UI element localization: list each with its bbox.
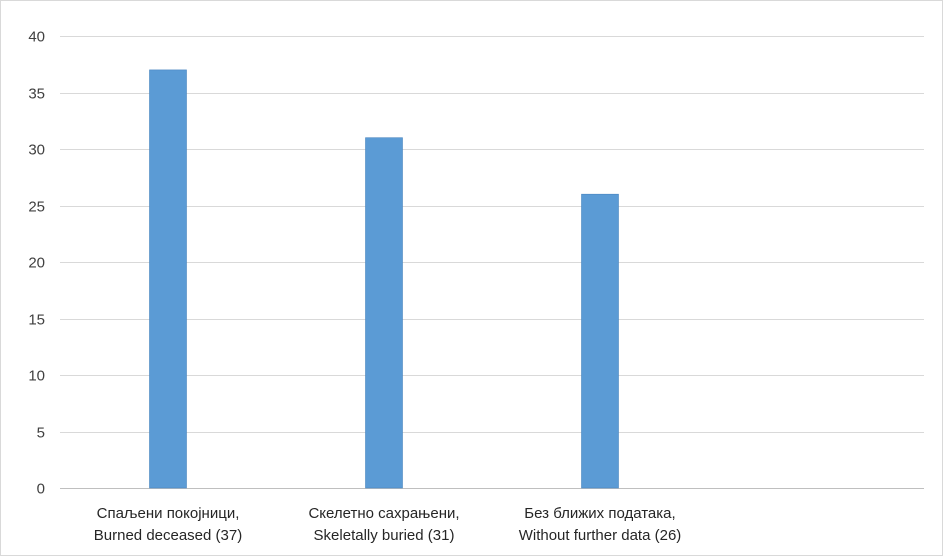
- y-tick-label: 40: [28, 29, 45, 46]
- gridlines: [60, 36, 924, 489]
- x-category-label: Without further data (26): [519, 527, 682, 544]
- y-tick-label: 15: [28, 312, 45, 329]
- y-tick-label: 25: [28, 199, 45, 216]
- y-tick-label: 30: [28, 142, 45, 159]
- x-category-label: Скелетно сахрањени,: [308, 505, 459, 522]
- y-tick-label: 10: [28, 368, 45, 385]
- x-category-label: Skeletally buried (31): [314, 527, 455, 544]
- x-category-label: Burned deceased (37): [94, 527, 242, 544]
- bar: [149, 69, 187, 489]
- y-tick-label: 5: [37, 425, 45, 442]
- y-tick-label: 35: [28, 86, 45, 103]
- bar: [365, 137, 403, 489]
- y-tick-label: 20: [28, 255, 45, 272]
- y-axis-tick-labels: 0 5 10 15 20 25 30 35 40: [28, 29, 45, 498]
- x-category-label: Без ближих података,: [524, 505, 675, 522]
- x-category-label: Спаљени покојници,: [97, 505, 240, 522]
- x-axis-category-labels: Спаљени покојници, Burned deceased (37) Ск…: [94, 505, 682, 544]
- y-tick-label: 0: [37, 481, 45, 498]
- bar: [581, 193, 619, 489]
- bars: [149, 69, 619, 489]
